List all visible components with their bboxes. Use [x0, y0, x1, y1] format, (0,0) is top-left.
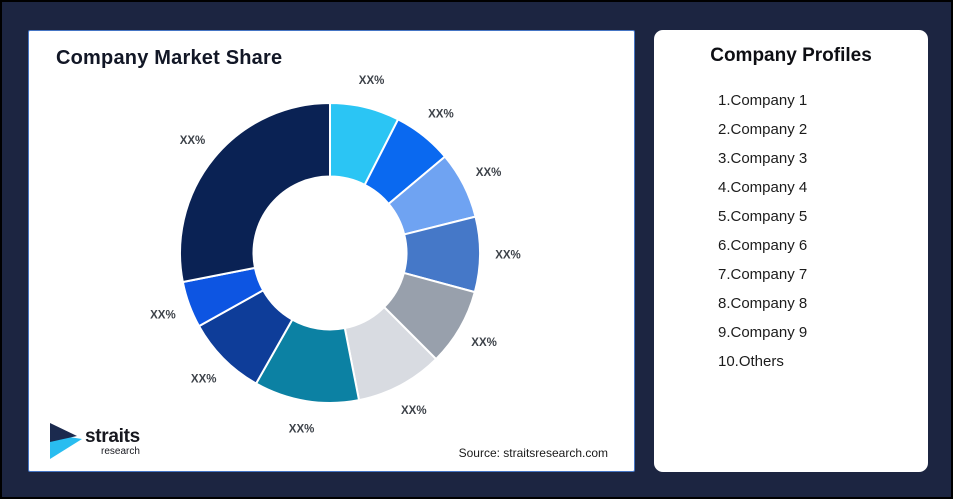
straits-logo: straits research [49, 421, 140, 461]
profile-item: 6.Company 6 [718, 237, 808, 254]
straits-logo-icon [50, 423, 82, 459]
profile-item: 5.Company 5 [718, 208, 808, 225]
donut-segment-label: XX% [289, 424, 315, 436]
donut-segment-label: XX% [476, 167, 502, 179]
logo-name: straits [85, 426, 140, 447]
profile-item: 3.Company 3 [718, 150, 808, 167]
donut-segment-label: XX% [180, 135, 206, 147]
profile-item: 10.Others [718, 353, 784, 370]
logo-text: straits research [85, 427, 140, 457]
profile-item: 1.Company 1 [718, 92, 808, 109]
profile-item: 2.Company 2 [718, 121, 808, 138]
profile-item: 7.Company 7 [718, 266, 808, 283]
chart-title: Company Market Share [56, 47, 283, 69]
donut-segment-label: XX% [359, 75, 385, 87]
donut-segment-label: XX% [191, 374, 217, 386]
profile-item: 8.Company 8 [718, 295, 808, 312]
profile-item: 9.Company 9 [718, 324, 808, 341]
donut-segment [179, 102, 331, 284]
source-text: Source: straitsresearch.com [458, 446, 608, 460]
company-profiles-card: Company Profiles 1.Company 1 2.Company 2 3… [654, 30, 928, 472]
donut-segment-label: XX% [471, 337, 497, 349]
donut-chart: XX% XX% XX% XX% XX% XX% XX% XX% XX% XX% [150, 75, 521, 436]
donut-segment-label: XX% [428, 109, 454, 121]
profiles-title: Company Profiles [710, 45, 872, 66]
donut-segment-label: XX% [401, 405, 427, 417]
market-share-card: Company Market Share XX% XX% XX% XX% XX% XX% X… [28, 30, 635, 472]
profiles-list: 1.Company 1 2.Company 2 3.Company 3 4.Compa… [718, 86, 928, 376]
donut-segment-label: XX% [495, 250, 521, 262]
profile-item: 4.Company 4 [718, 179, 808, 196]
logo-subtext: research [101, 446, 140, 457]
donut-segment-label: XX% [150, 309, 176, 321]
